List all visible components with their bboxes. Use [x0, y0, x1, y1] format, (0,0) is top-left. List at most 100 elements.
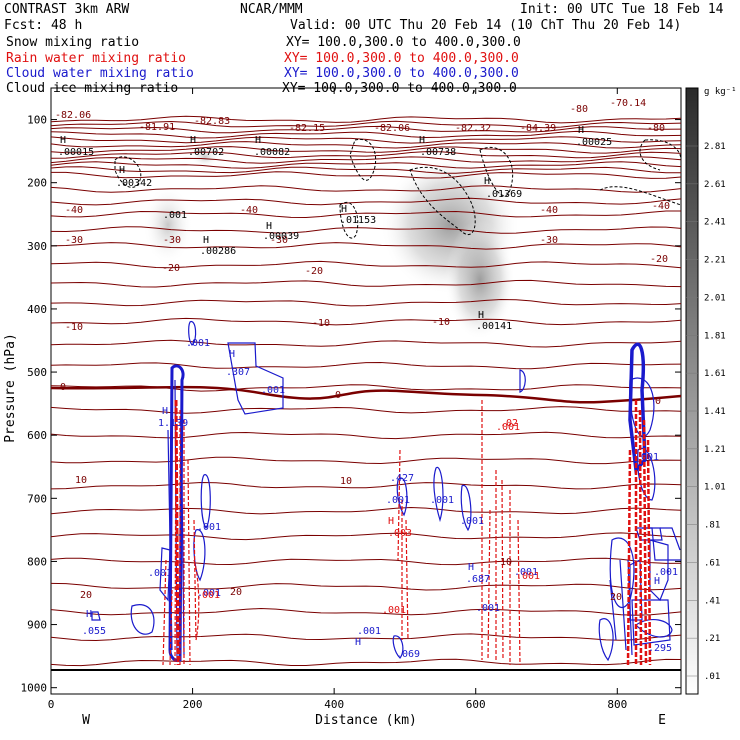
temperature-contour: [50, 130, 682, 139]
y-tick-label: 200: [27, 177, 47, 190]
temperature_contour_labels-label: 0: [60, 382, 66, 393]
temperature-contour: [51, 171, 682, 179]
cloud_water_labels-label: 1.139: [158, 418, 188, 429]
field-label-snow: Snow mixing ratio: [6, 35, 140, 50]
colorbar-tick-label: 1.01: [704, 483, 726, 493]
colorbar-tick-label: 1.81: [704, 331, 726, 341]
temperature-contour: [50, 431, 682, 440]
y-tick-label: 500: [27, 366, 47, 379]
freezing-line: [50, 385, 682, 404]
colorbar-tick-label: 1.61: [704, 369, 726, 379]
axes: 0 200 400 600 800100200300400500600700800900…: [21, 88, 681, 711]
forecast-hour: Fcst: 48 h: [4, 18, 83, 33]
rain_labels-label: .001: [496, 422, 520, 433]
snow_labels-label: .00286: [200, 246, 236, 257]
init-time: Init: 00 UTC Tue 18 Feb 14: [520, 2, 724, 17]
temperature-contour: [50, 607, 682, 616]
cloud_water_labels-label: .001: [261, 385, 285, 396]
snow_labels-label: .00342: [116, 178, 152, 189]
colorbar-tick-label: .01: [704, 672, 720, 682]
cloud_water_labels-label: .001: [197, 522, 221, 533]
rain_labels-label: .001: [382, 605, 406, 616]
temperature_contour_labels-label: -30: [65, 235, 83, 246]
snow-contours: [114, 138, 682, 239]
temperature_contour_labels-label: -82.32: [455, 123, 491, 134]
temperature_contour_labels-label: -30: [540, 235, 558, 246]
colorbar-unit: g kg⁻¹: [704, 87, 737, 97]
temperature-contour: [50, 185, 682, 193]
temperature_contour_labels-label: -40: [540, 205, 558, 216]
colorbar: 2.81 2.61 2.41 2.21 2.01 1.81 1.61 1.41 1.21 1.01…: [685, 87, 737, 695]
y-tick-label: 1000: [21, 682, 48, 695]
temperature_contour_labels-label: 10: [340, 476, 352, 487]
snow_labels-label: H: [255, 135, 261, 146]
snow_labels-label: .00141: [476, 321, 512, 332]
y-tick-label: 100: [27, 114, 47, 127]
temperature-contour: [50, 115, 682, 124]
field-label-rain: Rain water mixing ratio: [6, 51, 187, 66]
temperature_contour_labels-label: -20: [305, 266, 323, 277]
temperature_contour_labels-label: 0: [655, 396, 661, 407]
cloud_water_labels-label: .001: [460, 516, 484, 527]
y-tick-label: 900: [27, 619, 47, 632]
cloud_water_labels-label: H: [229, 349, 235, 360]
temperature_contour_labels-label: 0: [335, 390, 341, 401]
temperature-contour: [50, 161, 682, 169]
colorbar-tick-label: 2.81: [704, 142, 726, 152]
temperature-contour: [50, 125, 682, 134]
temperature-contour: [50, 339, 682, 348]
west-label: W: [82, 713, 90, 728]
temperature-contour: [50, 298, 682, 307]
east-label: E: [658, 713, 666, 728]
snow_labels-label: H: [341, 204, 347, 215]
cloud_water_labels-label: H: [355, 637, 361, 648]
cloud_water_labels-label: .001: [186, 338, 210, 349]
temperature-contour: [50, 658, 682, 667]
temperature_contour_labels-label: -20: [650, 254, 668, 265]
y-tick-label: 800: [27, 555, 47, 568]
snow_labels-label: H: [478, 310, 484, 321]
temperature_contour_labels-label: -84.39: [520, 123, 556, 134]
x-tick-label: 200: [183, 698, 203, 711]
x-tick-label: 0: [48, 698, 55, 711]
colorbar-tick-label: .81: [704, 521, 720, 531]
snow_labels-label: H: [578, 125, 584, 136]
temperature_contour_labels-label: 20: [610, 592, 622, 603]
temperature_contour_labels-label: -20: [162, 263, 180, 274]
snow-shading: [143, 147, 520, 340]
cloud_water_labels-label: .687: [466, 574, 490, 585]
temperature_contour_labels-label: 20: [230, 587, 242, 598]
temperature-contour: [50, 506, 682, 515]
rain_labels-label: .001: [516, 571, 540, 582]
snow_labels-label: .00738: [420, 147, 456, 158]
field-label-cloud-water: Cloud water mixing ratio: [6, 66, 194, 81]
cloud_water_labels-label: .001: [476, 603, 500, 614]
colorbar-tick-label: .41: [704, 596, 720, 606]
temperature_contour_labels-label: -40: [65, 205, 83, 216]
model-title: CONTRAST 3km ARW: [4, 2, 130, 17]
cloud_water_labels-label: .295: [648, 643, 672, 654]
temperature_contour_labels-label: -40: [652, 201, 670, 212]
snow_labels-label: H: [419, 135, 425, 146]
temperature-contour: [50, 141, 682, 149]
colorbar-tick-label: 2.01: [704, 293, 726, 303]
temperature-contour: [50, 456, 682, 465]
cloud_water_labels-label: .055: [82, 626, 106, 637]
snow_labels-label: .01153: [340, 215, 376, 226]
plot-frame: [50, 87, 682, 695]
snow_labels-label: H: [60, 135, 66, 146]
temperature-contour: [50, 582, 682, 591]
temperature-contour: [50, 532, 682, 541]
temperature-contour: [50, 156, 682, 164]
snow_labels-label: .01369: [486, 189, 522, 200]
y-tick-label: 400: [27, 303, 47, 316]
cloud_water_labels-label: H: [654, 576, 660, 587]
y-axis-label: Pressure (hPa): [3, 333, 18, 443]
field-xy-rain: XY= 100.0,300.0 to 400.0,300.0: [284, 51, 519, 66]
cloud_water_labels-label: .001: [197, 588, 221, 599]
x-axis-label: Distance (km): [315, 713, 417, 728]
temperature_contour_labels-label: 10: [500, 557, 512, 568]
temperature-contours: [50, 115, 682, 667]
temperature_contour_labels-label: -80: [570, 104, 588, 115]
